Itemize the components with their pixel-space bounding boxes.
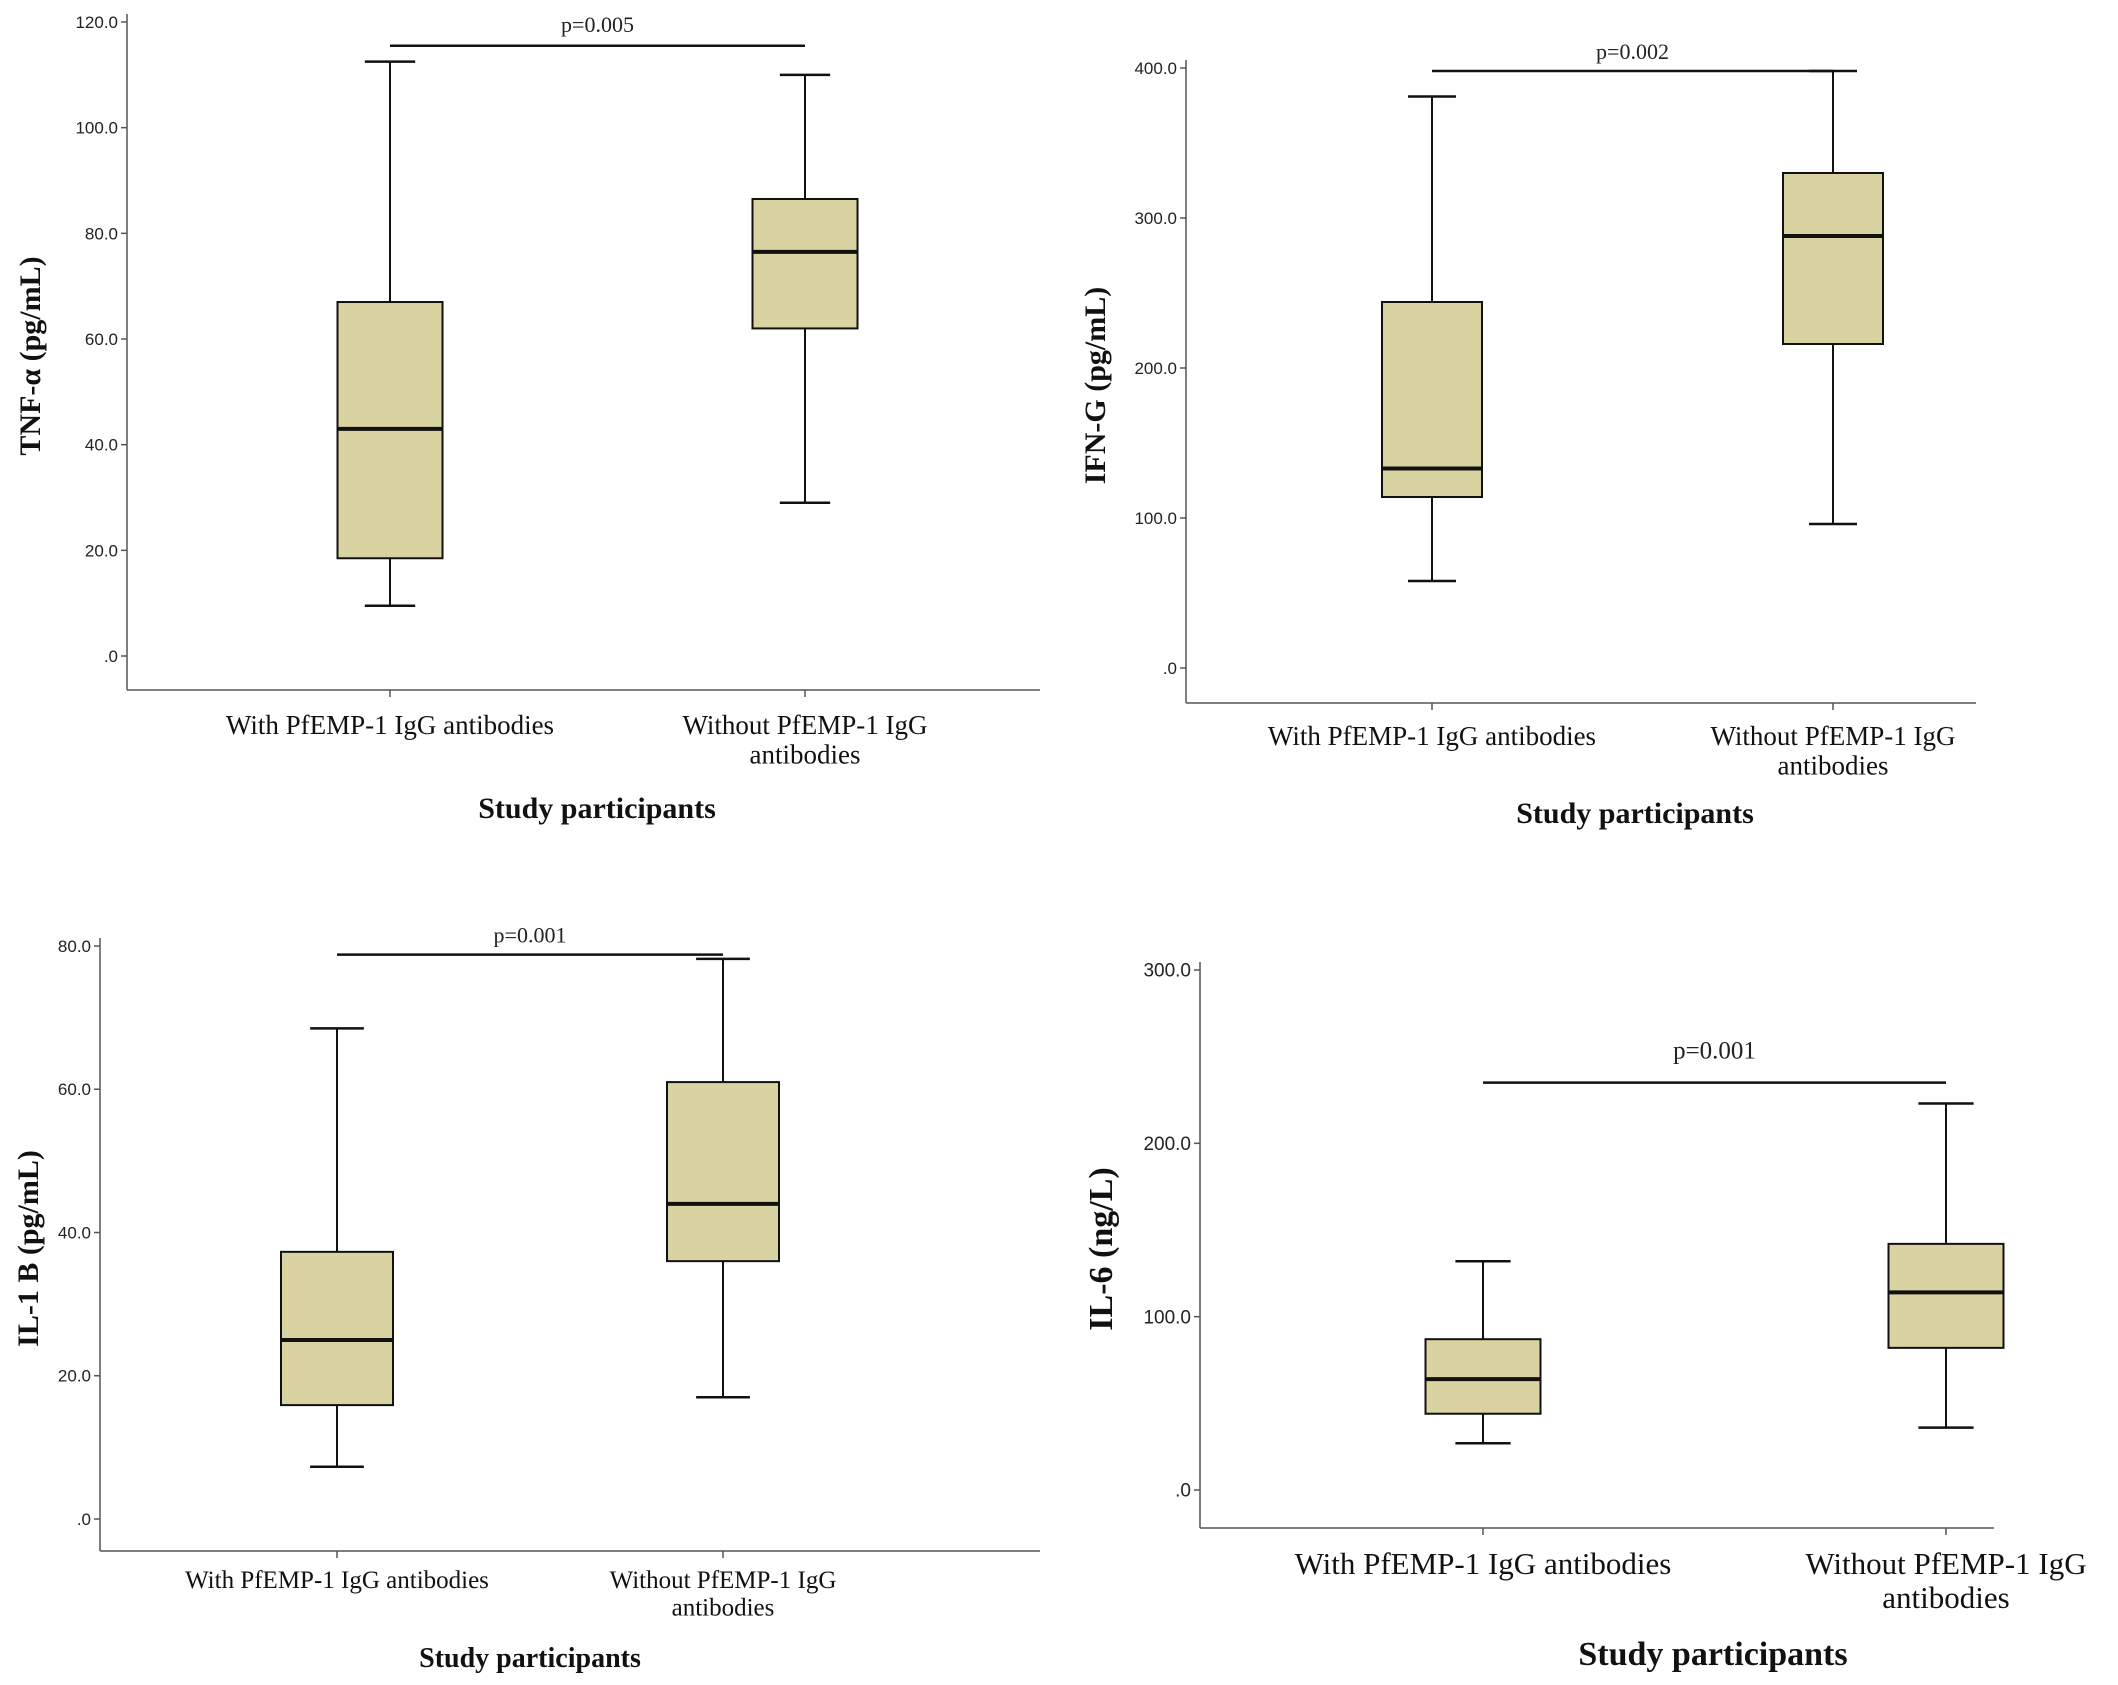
y-tick-label: 20.0 xyxy=(85,541,118,560)
x-category-label-line: antibodies xyxy=(672,1595,775,1622)
x-category-label-line: antibodies xyxy=(1778,751,1889,781)
box-plot-2 xyxy=(666,957,780,1399)
x-category-label-line: Without PfEMP-1 IgG xyxy=(1711,721,1956,751)
iqr-box xyxy=(280,1250,394,1407)
x-category-label-line: antibodies xyxy=(750,740,861,770)
box-plot-1 xyxy=(336,60,444,608)
x-category-label-line: antibodies xyxy=(1882,1580,2009,1615)
x-category-label-line: Without PfEMP-1 IgG xyxy=(683,710,928,740)
chart-panel-2: .0 100.0 200.0 300.0 400.0 With PfEMP-1 IgG a… xyxy=(1079,39,1976,830)
y-tick-label: 100.0 xyxy=(75,119,118,138)
y-tick-label: .0 xyxy=(1175,1481,1191,1502)
chart-panel-4: .0 100.0 200.0 300.0 With PfEMP-1 IgG antibo… xyxy=(1083,961,2087,1673)
y-tick-label: .0 xyxy=(1163,659,1177,678)
x-category-label: With PfEMP-1 IgG antibodies xyxy=(226,710,554,740)
x-category-label: Without PfEMP-1 IgG antibodies xyxy=(683,710,928,770)
y-tick-label: 80.0 xyxy=(58,937,91,956)
chart-panel-3: .0 20.0 40.0 60.0 80.0 With PfEMP-1 IgG antib… xyxy=(12,923,1040,1674)
chart-panel-1: .0 20.0 40.0 60.0 80.0 100.0 120.0 With PfEMP-1… xyxy=(14,12,1040,825)
x-category-label: With PfEMP-1 IgG antibodies xyxy=(185,1567,489,1594)
x-category-label-line: With PfEMP-1 IgG antibodies xyxy=(185,1567,489,1594)
iqr-box xyxy=(666,1081,780,1263)
x-category-label: With PfEMP-1 IgG antibodies xyxy=(1295,1546,1672,1581)
x-category-label: With PfEMP-1 IgG antibodies xyxy=(1268,721,1596,751)
x-category-label: Without PfEMP-1 IgG antibodies xyxy=(1711,721,1956,781)
box-plot-1 xyxy=(280,1027,394,1468)
box-plot-2 xyxy=(751,73,859,505)
box-plot-2 xyxy=(1782,69,1884,526)
x-category-label-line: With PfEMP-1 IgG antibodies xyxy=(226,710,554,740)
x-axis-title: Study participants xyxy=(478,792,716,825)
x-category-label-line: Without PfEMP-1 IgG xyxy=(1805,1546,2086,1581)
iqr-box xyxy=(1782,172,1884,345)
y-axis-title: TNF-α (pg/mL) xyxy=(14,256,47,455)
x-category-label: Without PfEMP-1 IgG antibodies xyxy=(610,1567,837,1622)
x-category-label-line: Without PfEMP-1 IgG xyxy=(610,1567,837,1594)
x-axis-title: Study participants xyxy=(1516,797,1754,830)
p-value-label: p=0.001 xyxy=(494,923,567,948)
box-plot-1 xyxy=(1381,95,1483,583)
y-tick-label: 200.0 xyxy=(1143,1134,1191,1155)
x-axis-title: Study participants xyxy=(419,1643,641,1674)
box-plot-1 xyxy=(1424,1259,1542,1445)
x-category-label: Without PfEMP-1 IgG antibodies xyxy=(1805,1546,2086,1615)
iqr-box xyxy=(1424,1338,1542,1415)
x-axis-title: Study participants xyxy=(1578,1636,1847,1673)
y-tick-label: 80.0 xyxy=(85,224,118,243)
y-tick-label: 400.0 xyxy=(1134,59,1177,78)
y-tick-label: .0 xyxy=(77,1510,91,1529)
box-plot-2 xyxy=(1887,1102,2005,1429)
x-category-label-line: With PfEMP-1 IgG antibodies xyxy=(1268,721,1596,751)
y-tick-label: 40.0 xyxy=(58,1223,91,1242)
y-tick-label: .0 xyxy=(104,647,118,666)
y-tick-label: 100.0 xyxy=(1143,1307,1191,1328)
y-axis-title: IL-1 B (pg/mL) xyxy=(12,1150,45,1347)
y-tick-label: 120.0 xyxy=(75,13,118,32)
iqr-box xyxy=(1887,1242,2005,1349)
y-tick-label: 40.0 xyxy=(85,436,118,455)
y-tick-label: 300.0 xyxy=(1134,209,1177,228)
y-tick-label: 20.0 xyxy=(58,1367,91,1386)
y-tick-label: 200.0 xyxy=(1134,359,1177,378)
p-value-label: p=0.005 xyxy=(561,12,634,37)
y-axis-title: IFN-G (pg/mL) xyxy=(1079,287,1112,485)
iqr-box xyxy=(1381,301,1483,498)
y-tick-label: 60.0 xyxy=(85,330,118,349)
y-tick-label: 100.0 xyxy=(1134,509,1177,528)
y-tick-label: 60.0 xyxy=(58,1080,91,1099)
iqr-box xyxy=(751,197,859,330)
p-value-label: p=0.002 xyxy=(1596,39,1669,64)
y-axis-title: IL-6 (ng/L) xyxy=(1083,1167,1120,1330)
y-tick-label: 300.0 xyxy=(1143,961,1191,982)
x-category-label-line: With PfEMP-1 IgG antibodies xyxy=(1295,1546,1672,1581)
p-value-label: p=0.001 xyxy=(1673,1038,1756,1065)
